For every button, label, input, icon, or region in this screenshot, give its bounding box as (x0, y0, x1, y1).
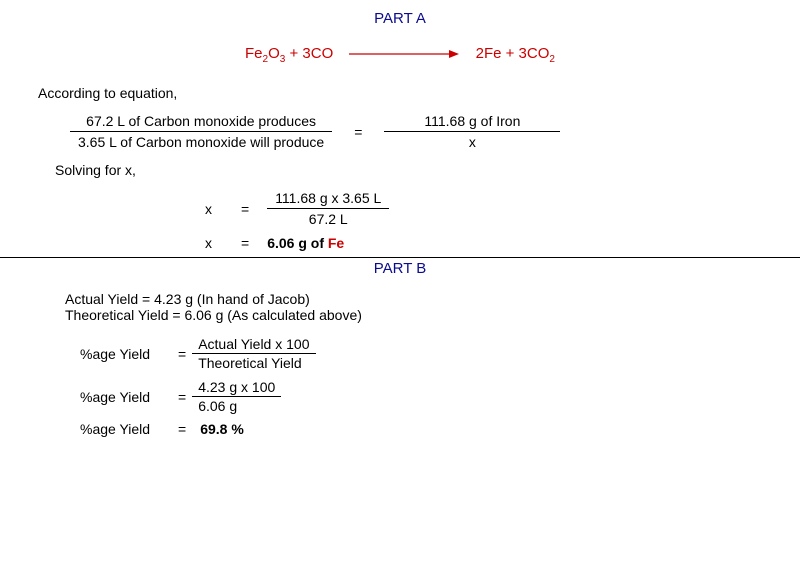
x-var: x (205, 201, 223, 217)
yield-label-3: %age Yield (80, 421, 178, 437)
solving-line: Solving for x, (55, 162, 800, 178)
part-b-title: PART B (0, 260, 800, 277)
eq-rhs: 2Fe + 3CO (476, 45, 550, 62)
equals-sign: = (354, 124, 362, 140)
calc-frac: 111.68 g x 3.65 L 67.2 L (267, 188, 389, 229)
result-value: 6.06 g of (267, 235, 328, 251)
yield-eq-2: = (178, 389, 186, 405)
calc-row-2: x = 6.06 g of Fe (205, 235, 800, 251)
arrow-icon (349, 46, 459, 63)
eq-fe: Fe (245, 45, 263, 62)
proportion-row: 67.2 L of Carbon monoxide produces 3.65 … (70, 111, 800, 152)
eq-sub3: 2 (549, 54, 555, 65)
result-a: 6.06 g of Fe (267, 235, 344, 251)
yield-f2-numrow: 4.23 g x 100 (192, 378, 281, 397)
eq-1: = (241, 201, 249, 217)
yield-calc-row: %age Yield = 4.23 g x 100 6.06 g (80, 378, 800, 415)
frac-right-num: 111.68 g of Iron (384, 111, 560, 132)
frac-left: 67.2 L of Carbon monoxide produces 3.65 … (70, 111, 332, 152)
yield-frac-1: Actual Yield x 100 Theoretical Yield (192, 335, 315, 372)
frac-left-den: 3.65 L of Carbon monoxide will produce (70, 132, 332, 152)
divider (0, 257, 800, 258)
yield-formula-row: %age Yield = Actual Yield x 100 Theoreti… (80, 335, 800, 372)
theoretical-yield-line: Theoretical Yield = 6.06 g (As calculate… (65, 307, 800, 323)
result-fe: Fe (328, 235, 344, 251)
x-var-2: x (205, 235, 223, 251)
yield-result-row: %age Yield = 69.8 % (80, 421, 800, 437)
yield-f1-numrow: Actual Yield x 100 (192, 335, 315, 354)
yield-label-1: %age Yield (80, 346, 178, 362)
yield-label-2: %age Yield (80, 389, 178, 405)
according-line: According to equation, (38, 85, 800, 101)
yield-frac-2: 4.23 g x 100 6.06 g (192, 378, 281, 415)
part-a-title: PART A (0, 10, 800, 27)
calc-row-1: x = 111.68 g x 3.65 L 67.2 L (205, 188, 800, 229)
eq-2: = (241, 235, 249, 251)
frac-left-num: 67.2 L of Carbon monoxide produces (70, 111, 332, 132)
times-100-1: x 100 (271, 336, 309, 352)
yield-f2-num: 4.23 g (198, 379, 237, 395)
yield-f2-den: 6.06 g (192, 397, 281, 415)
calc-den: 67.2 L (267, 209, 389, 229)
yield-eq-3: = (178, 421, 186, 437)
times-100-2: x 100 (237, 379, 275, 395)
yield-f1-num: Actual Yield (198, 336, 271, 352)
frac-right: 111.68 g of Iron x (384, 111, 560, 152)
yield-eq-1: = (178, 346, 186, 362)
calc-num: 111.68 g x 3.65 L (267, 188, 389, 209)
yield-result: 69.8 % (200, 421, 244, 437)
eq-plus-co: + 3CO (285, 45, 333, 62)
frac-right-den: x (384, 132, 560, 152)
actual-yield-line: Actual Yield = 4.23 g (In hand of Jacob) (65, 291, 800, 307)
chemical-equation: Fe2O3 + 3CO 2Fe + 3CO2 (0, 45, 800, 65)
yield-f1-den: Theoretical Yield (192, 354, 315, 372)
eq-o: O (268, 45, 280, 62)
